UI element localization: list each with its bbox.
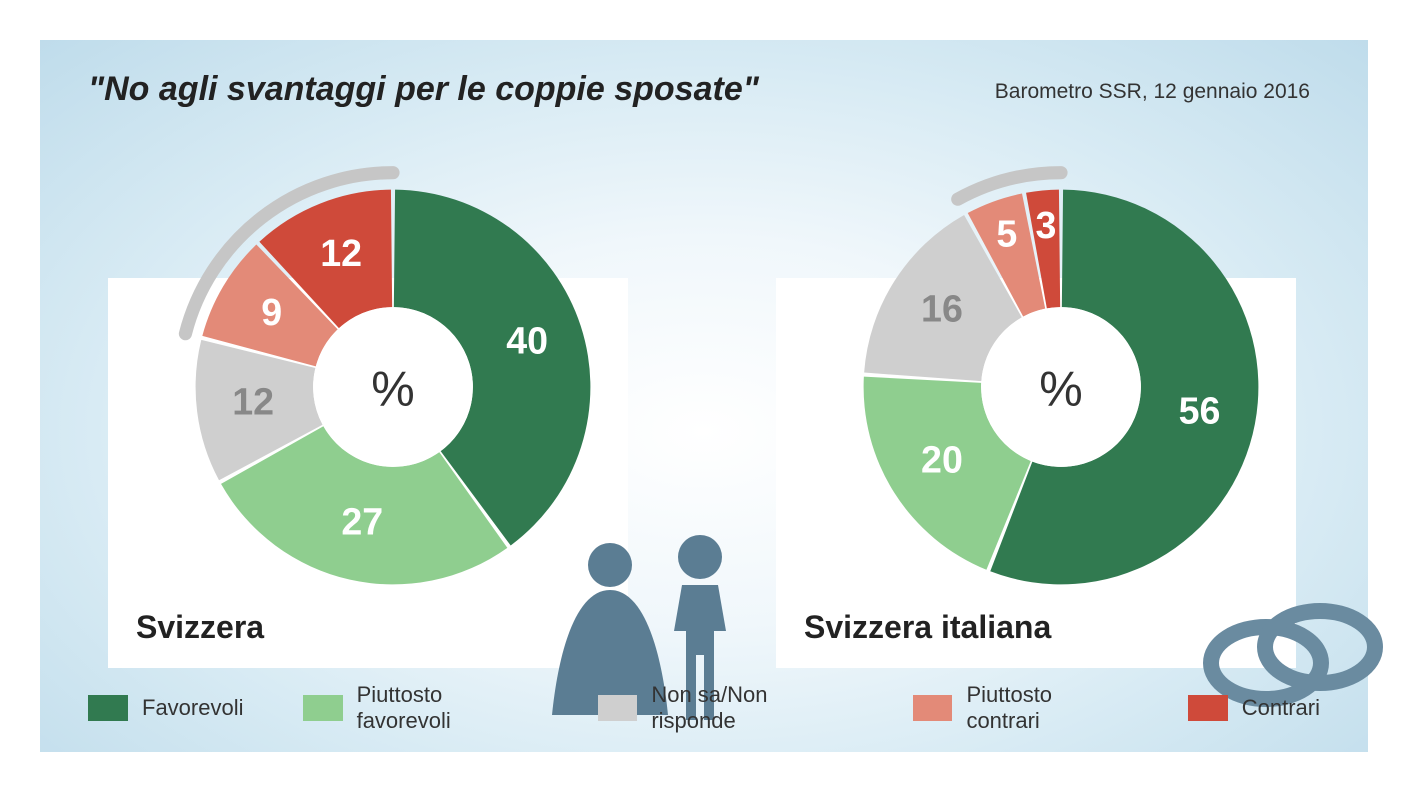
percent-symbol: % — [371, 363, 414, 417]
legend-label: Piuttosto contrari — [966, 682, 1127, 734]
percent-symbol: % — [1039, 363, 1082, 417]
slice-value: 27 — [341, 501, 383, 543]
legend-label: Piuttosto favorevoli — [357, 682, 539, 734]
legend-swatch — [88, 695, 128, 721]
donut-chart-svizzera-italiana: 56 20 16 53% — [826, 152, 1296, 622]
slice-value: 20 — [921, 438, 963, 480]
legend-label: Favorevoli — [142, 695, 243, 721]
legend-item: Piuttosto favorevoli — [303, 682, 538, 734]
slice-value: 3 — [1036, 204, 1057, 246]
legend: Favorevoli Piuttosto favorevoli Non sa/Non… — [88, 682, 1320, 734]
legend-item: Non sa/Non risponde — [598, 682, 853, 734]
slice-value: 12 — [232, 381, 274, 423]
slice-value: 56 — [1179, 389, 1221, 431]
headline: "No agli svantaggi per le coppie sposate… — [88, 70, 759, 109]
legend-item: Piuttosto contrari — [913, 682, 1127, 734]
legend-swatch — [303, 695, 342, 721]
legend-swatch — [598, 695, 637, 721]
slice-value: 16 — [921, 287, 963, 329]
slice-value: 9 — [261, 291, 282, 333]
legend-swatch — [913, 695, 952, 721]
legend-item: Contrari — [1188, 695, 1320, 721]
legend-swatch — [1188, 695, 1228, 721]
slice-value: 5 — [996, 213, 1017, 255]
legend-label: Contrari — [1242, 695, 1320, 721]
infographic-canvas: "No agli svantaggi per le coppie sposate… — [40, 40, 1368, 752]
slice-value: 12 — [320, 232, 362, 274]
source-line: Barometro SSR, 12 gennaio 2016 — [995, 80, 1310, 104]
legend-item: Favorevoli — [88, 695, 243, 721]
legend-label: Non sa/Non risponde — [651, 682, 853, 734]
slice-value: 40 — [506, 319, 548, 361]
